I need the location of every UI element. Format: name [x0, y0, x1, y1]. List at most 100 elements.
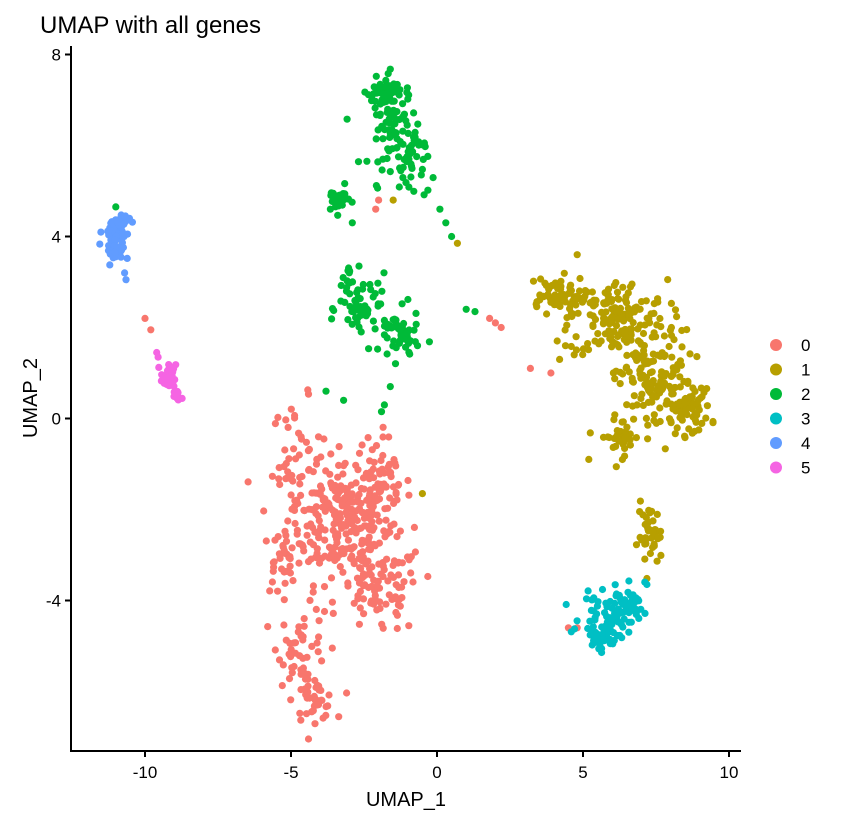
point-cluster-2 — [354, 158, 363, 166]
point-cluster-0 — [405, 556, 413, 564]
point-cluster-3 — [567, 628, 575, 636]
point-cluster-1 — [608, 313, 616, 321]
point-cluster-2 — [356, 312, 364, 320]
point-cluster-0 — [141, 314, 149, 322]
point-cluster-1 — [622, 299, 631, 307]
point-cluster-0 — [395, 583, 403, 592]
point-cluster-3 — [603, 618, 612, 626]
point-cluster-1 — [586, 429, 594, 437]
point-cluster-3 — [615, 591, 623, 599]
point-cluster-1 — [611, 375, 619, 383]
point-cluster-2 — [402, 117, 410, 125]
point-cluster-0 — [364, 434, 372, 442]
point-cluster-1 — [654, 351, 662, 359]
point-cluster-0 — [355, 620, 363, 628]
point-cluster-1 — [595, 340, 603, 348]
point-cluster-0 — [347, 554, 355, 563]
point-cluster-0 — [311, 528, 319, 536]
point-cluster-1 — [670, 384, 679, 392]
point-cluster-0 — [309, 588, 317, 596]
point-cluster-1 — [621, 434, 629, 442]
point-cluster-0 — [306, 538, 314, 546]
point-cluster-3 — [641, 609, 649, 618]
point-cluster-0 — [297, 666, 305, 674]
point-cluster-1 — [619, 418, 627, 426]
x-tick-label: 10 — [720, 763, 739, 782]
point-cluster-2 — [343, 115, 351, 123]
point-cluster-0 — [339, 568, 347, 576]
point-cluster-0 — [335, 443, 343, 451]
point-cluster-0 — [407, 569, 415, 577]
point-cluster-1 — [612, 367, 620, 375]
point-cluster-2 — [394, 322, 402, 330]
point-cluster-0 — [394, 571, 403, 579]
point-cluster-0 — [325, 691, 333, 699]
point-cluster-1 — [536, 291, 544, 299]
point-cluster-2 — [378, 166, 386, 174]
point-cluster-0 — [317, 686, 325, 695]
point-cluster-2 — [374, 279, 382, 287]
point-cluster-1 — [638, 390, 646, 398]
point-cluster-1 — [453, 239, 461, 247]
point-cluster-0 — [275, 475, 283, 483]
point-cluster-0 — [354, 592, 362, 600]
point-cluster-0 — [271, 420, 279, 428]
point-cluster-0 — [340, 485, 348, 493]
point-cluster-2 — [386, 383, 394, 391]
point-cluster-0 — [379, 572, 387, 581]
point-cluster-1 — [614, 332, 622, 341]
point-cluster-0 — [409, 578, 417, 586]
point-cluster-1 — [570, 351, 578, 359]
point-cluster-2 — [371, 97, 379, 105]
point-cluster-1 — [614, 341, 622, 349]
point-cluster-3 — [632, 610, 640, 619]
point-cluster-1 — [619, 283, 627, 291]
point-cluster-1 — [537, 275, 545, 283]
point-cluster-1 — [605, 327, 613, 335]
point-cluster-1 — [553, 300, 561, 309]
point-cluster-1 — [621, 452, 629, 460]
point-cluster-0 — [337, 545, 345, 554]
point-cluster-1 — [681, 432, 689, 440]
point-cluster-1 — [673, 424, 681, 432]
point-cluster-4 — [117, 253, 125, 261]
point-cluster-0 — [320, 583, 329, 591]
point-cluster-2 — [394, 153, 403, 161]
point-cluster-1 — [623, 351, 631, 359]
point-cluster-2 — [370, 90, 378, 98]
point-cluster-2 — [350, 304, 358, 312]
point-cluster-2 — [392, 344, 400, 352]
point-cluster-1 — [554, 284, 562, 292]
point-cluster-0 — [378, 465, 386, 473]
point-cluster-1 — [669, 371, 677, 379]
point-cluster-0 — [264, 623, 272, 631]
point-cluster-3 — [562, 600, 570, 609]
point-cluster-1 — [585, 455, 593, 463]
point-cluster-0 — [296, 480, 304, 488]
point-cluster-0 — [360, 610, 368, 618]
point-cluster-2 — [425, 338, 433, 346]
point-cluster-0 — [274, 533, 282, 541]
point-cluster-1 — [589, 322, 597, 331]
point-cluster-2 — [393, 88, 402, 96]
point-cluster-0 — [375, 488, 383, 496]
point-cluster-0 — [321, 495, 329, 503]
point-cluster-0 — [410, 523, 418, 532]
point-cluster-0 — [371, 587, 379, 595]
point-cluster-0 — [357, 564, 365, 573]
point-cluster-2 — [379, 90, 387, 98]
point-cluster-0 — [405, 491, 413, 499]
point-cluster-2 — [356, 295, 364, 303]
point-cluster-2 — [386, 133, 394, 141]
point-cluster-1 — [650, 540, 658, 548]
point-cluster-1 — [418, 490, 426, 498]
point-cluster-0 — [297, 491, 305, 499]
point-cluster-1 — [667, 419, 675, 427]
point-cluster-0 — [349, 498, 357, 506]
legend-label-3: 3 — [801, 410, 810, 429]
point-cluster-3 — [625, 577, 633, 585]
point-cluster-1 — [689, 384, 697, 392]
point-cluster-0 — [260, 507, 268, 515]
point-cluster-2 — [383, 350, 391, 358]
point-cluster-3 — [643, 580, 651, 589]
